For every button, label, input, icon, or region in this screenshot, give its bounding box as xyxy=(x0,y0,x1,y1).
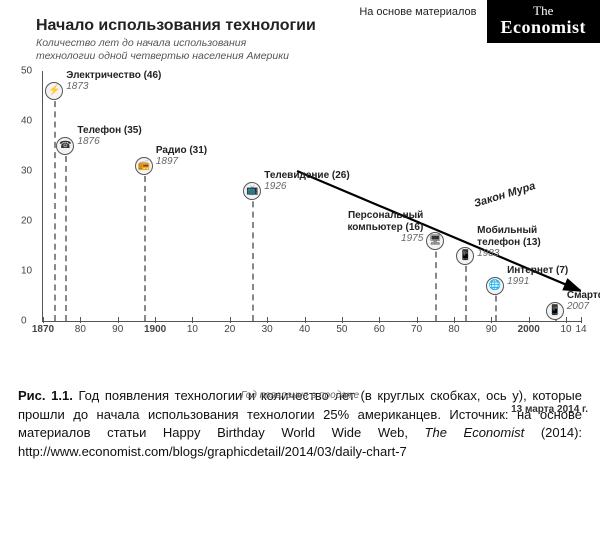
x-tick: 1870 xyxy=(32,324,54,335)
x-tick: 10 xyxy=(560,324,571,335)
economist-name: Economist xyxy=(501,18,587,37)
x-tick: 10 xyxy=(187,324,198,335)
tech-icon: 📱 xyxy=(546,302,564,320)
y-tick: 0 xyxy=(21,315,27,326)
economist-the: The xyxy=(501,4,587,18)
x-tick: 60 xyxy=(374,324,385,335)
source-label: На основе материалов xyxy=(359,0,486,18)
drop-line xyxy=(65,146,67,321)
x-tick-mark xyxy=(342,317,343,323)
x-tick: 50 xyxy=(336,324,347,335)
x-tick: 20 xyxy=(224,324,235,335)
plot-area: Закон Мура 01020304050187080901900102030… xyxy=(42,71,581,322)
point-label: Интернет (7)1991 xyxy=(507,265,568,288)
y-tick: 30 xyxy=(21,165,32,176)
x-tick-mark xyxy=(230,317,231,323)
x-axis-label: Год появления в продаже xyxy=(241,390,359,401)
tech-icon: 📺 xyxy=(243,182,261,200)
x-tick-mark xyxy=(379,317,380,323)
data-point: 📺 xyxy=(243,182,261,200)
economist-badge: The Economist xyxy=(487,0,600,43)
tech-icon: ⚡ xyxy=(45,82,63,100)
tech-icon: 📻 xyxy=(135,157,153,175)
data-point: 📱 xyxy=(546,302,564,320)
x-tick-mark xyxy=(118,317,119,323)
page: На основе материалов The Economist Начал… xyxy=(0,0,600,559)
drop-line xyxy=(435,241,437,321)
data-point: 📱 xyxy=(456,247,474,265)
x-tick: 1900 xyxy=(144,324,166,335)
drop-line xyxy=(54,91,56,321)
drop-line xyxy=(144,166,146,321)
x-tick-mark xyxy=(454,317,455,323)
x-tick-mark xyxy=(305,317,306,323)
data-point: 🖥 xyxy=(426,232,444,250)
x-tick: 14 xyxy=(575,324,586,335)
x-tick-mark xyxy=(566,317,567,323)
point-label: Телефон (35)1876 xyxy=(77,125,141,148)
x-tick: 2000 xyxy=(518,324,540,335)
date-stamp: 13 марта 2014 г. xyxy=(511,404,588,415)
x-tick: 30 xyxy=(262,324,273,335)
x-tick: 80 xyxy=(75,324,86,335)
y-tick: 10 xyxy=(21,265,32,276)
x-tick-mark xyxy=(192,317,193,323)
tech-icon: 📱 xyxy=(456,247,474,265)
y-tick: 50 xyxy=(21,65,32,76)
y-tick: 40 xyxy=(21,115,32,126)
data-point: 🌐 xyxy=(486,277,504,295)
figure-caption: Рис. 1.1. Год появления технологии и кол… xyxy=(0,371,600,462)
x-tick-mark xyxy=(155,317,156,323)
x-tick: 90 xyxy=(112,324,123,335)
x-tick-mark xyxy=(80,317,81,323)
x-tick-mark xyxy=(417,317,418,323)
x-tick: 90 xyxy=(486,324,497,335)
drop-line xyxy=(252,191,254,321)
data-point: ☎ xyxy=(56,137,74,155)
point-label: Электричество (46)1873 xyxy=(66,70,161,93)
data-point: 📻 xyxy=(135,157,153,175)
x-tick-mark xyxy=(491,317,492,323)
tech-icon: 🌐 xyxy=(486,277,504,295)
figure-label: Рис. 1.1. xyxy=(18,388,73,403)
x-tick: 70 xyxy=(411,324,422,335)
x-tick-mark xyxy=(267,317,268,323)
point-label: Смартфон (2)2007 xyxy=(567,290,600,313)
point-label: Мобильныйтелефон (13)1983 xyxy=(477,225,541,260)
x-tick: 40 xyxy=(299,324,310,335)
chart: Закон Мура 0 10 20 30 40 50 1870 80 90 1900 10 20 30… xyxy=(12,71,588,371)
y-tick: 20 xyxy=(21,215,32,226)
tech-icon: 🖥 xyxy=(426,232,444,250)
data-point: ⚡ xyxy=(45,82,63,100)
caption-italic: The Economist xyxy=(425,425,525,440)
tech-icon: ☎ xyxy=(56,137,74,155)
moore-label: Закон Мура xyxy=(472,180,536,210)
drop-line xyxy=(465,256,467,321)
point-label: Телевидение (26)1926 xyxy=(264,170,349,193)
point-label: Персональныйкомпьютер (16)1975 xyxy=(347,210,423,245)
x-tick: 80 xyxy=(448,324,459,335)
x-tick-mark xyxy=(43,317,44,323)
x-tick-mark xyxy=(581,317,582,323)
point-label: Радио (31)1897 xyxy=(156,145,207,168)
x-tick-mark xyxy=(529,317,530,323)
